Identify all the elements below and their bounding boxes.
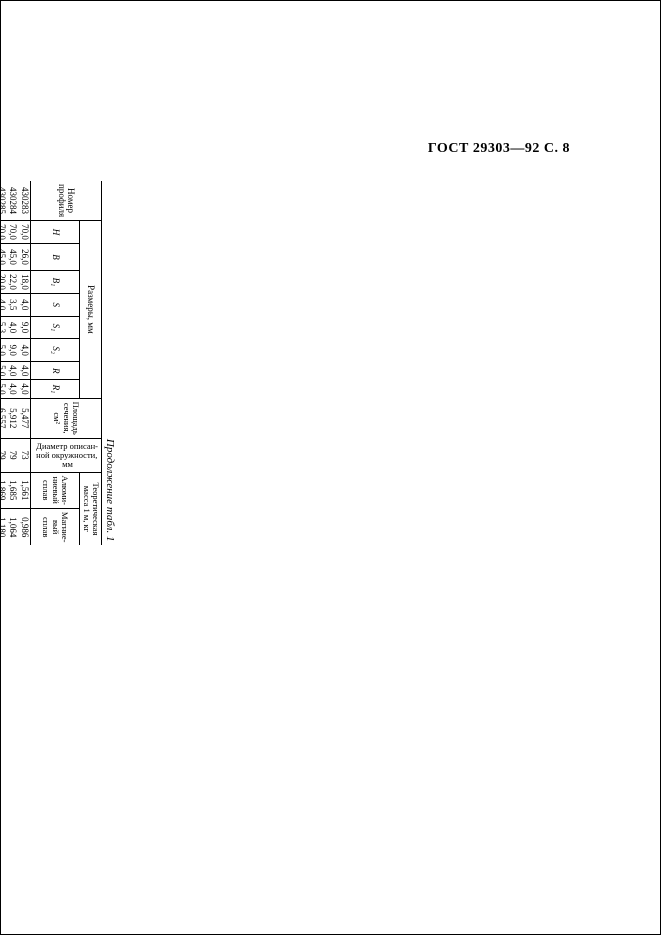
- document-header: ГОСТ 29303—92 С. 8: [428, 141, 570, 157]
- cell-diam: 79: [7, 438, 18, 472]
- col-S: S: [30, 293, 79, 316]
- table-body: 43028370,026,018,04,09,04,04,04,05,47773…: [0, 181, 30, 545]
- cell-H: 70,0: [0, 221, 7, 244]
- continuation-label: Продолжение табл. 1: [104, 181, 116, 545]
- cell-S: 4,0: [18, 293, 30, 316]
- cell-H: 70,0: [7, 221, 18, 244]
- cell-H: 70,0: [18, 221, 30, 244]
- page: ГОСТ 29303—92 С. 8 Продолжение табл. 1 Н…: [0, 0, 661, 935]
- col-S1: S₁: [30, 316, 79, 339]
- col-R1: R₁: [30, 380, 79, 398]
- col-H: H: [30, 221, 79, 244]
- cell-R: 5,0: [0, 362, 7, 380]
- cell-S2: 4,0: [18, 339, 30, 362]
- col-mass-mg: Магние- вый сплав: [30, 508, 79, 545]
- cell-R1: 4,0: [18, 380, 30, 398]
- cell-diam: 73: [18, 438, 30, 472]
- cell-S1: 9,0: [18, 316, 30, 339]
- col-area: Площадь сечения, см²: [30, 398, 101, 438]
- cell-R: 4,0: [18, 362, 30, 380]
- cell-B1: 18,0: [18, 271, 30, 294]
- table-head: Номер профиля Размеры, мм Площадь сечени…: [30, 181, 101, 545]
- cell-S1: 4,0: [7, 316, 18, 339]
- cell-B: 45,0: [0, 243, 7, 270]
- cell-al: 1,685: [7, 472, 18, 508]
- cell-area: 5,477: [18, 398, 30, 438]
- cell-area: 6,557: [0, 398, 7, 438]
- col-mass-al: Алюми- ниевый сплав: [30, 472, 79, 508]
- col-B: B: [30, 243, 79, 270]
- cell-R1: 4,0: [7, 380, 18, 398]
- col-profile: Номер профиля: [30, 181, 101, 221]
- cell-S2: 5,0: [0, 339, 7, 362]
- col-diam: Диаметр описан- ной окружности, мм: [30, 438, 101, 472]
- cell-B1: 20,0: [0, 271, 7, 294]
- col-mass-group: Теоретическая масса 1 м, кг: [80, 472, 102, 545]
- cell-S: 3,5: [7, 293, 18, 316]
- cell-al: 1,561: [18, 472, 30, 508]
- table-row: 43028370,026,018,04,09,04,04,04,05,47773…: [18, 181, 30, 545]
- cell-S: 4,0: [0, 293, 7, 316]
- cell-p: 430283: [18, 181, 30, 221]
- rotated-table-container: Продолжение табл. 1 Номер профиля Размер…: [0, 181, 116, 545]
- cell-mg: 1,180: [0, 508, 7, 545]
- cell-S2: 9,0: [7, 339, 18, 362]
- cell-B1: 22,0: [7, 271, 18, 294]
- col-R: R: [30, 362, 79, 380]
- col-B1: B₁: [30, 271, 79, 294]
- cell-al: 1,869: [0, 472, 7, 508]
- data-table: Номер профиля Размеры, мм Площадь сечени…: [0, 181, 102, 545]
- cell-R: 4,0: [7, 362, 18, 380]
- cell-B: 45,0: [7, 243, 18, 270]
- cell-area: 5,912: [7, 398, 18, 438]
- cell-diam: 79: [0, 438, 7, 472]
- cell-B: 26,0: [18, 243, 30, 270]
- cell-R1: 5,0: [0, 380, 7, 398]
- cell-mg: 0,986: [18, 508, 30, 545]
- col-dims-group: Размеры, мм: [80, 221, 102, 399]
- col-S2: S₂: [30, 339, 79, 362]
- table-row: 43028570,045,020,04,05,35,05,05,06,55779…: [0, 181, 7, 545]
- cell-p: 430284: [7, 181, 18, 221]
- cell-p: 430285: [0, 181, 7, 221]
- cell-mg: 1,064: [7, 508, 18, 545]
- cell-S1: 5,3: [0, 316, 7, 339]
- table-row: 43028470,045,022,03,54,09,04,04,05,91279…: [7, 181, 18, 545]
